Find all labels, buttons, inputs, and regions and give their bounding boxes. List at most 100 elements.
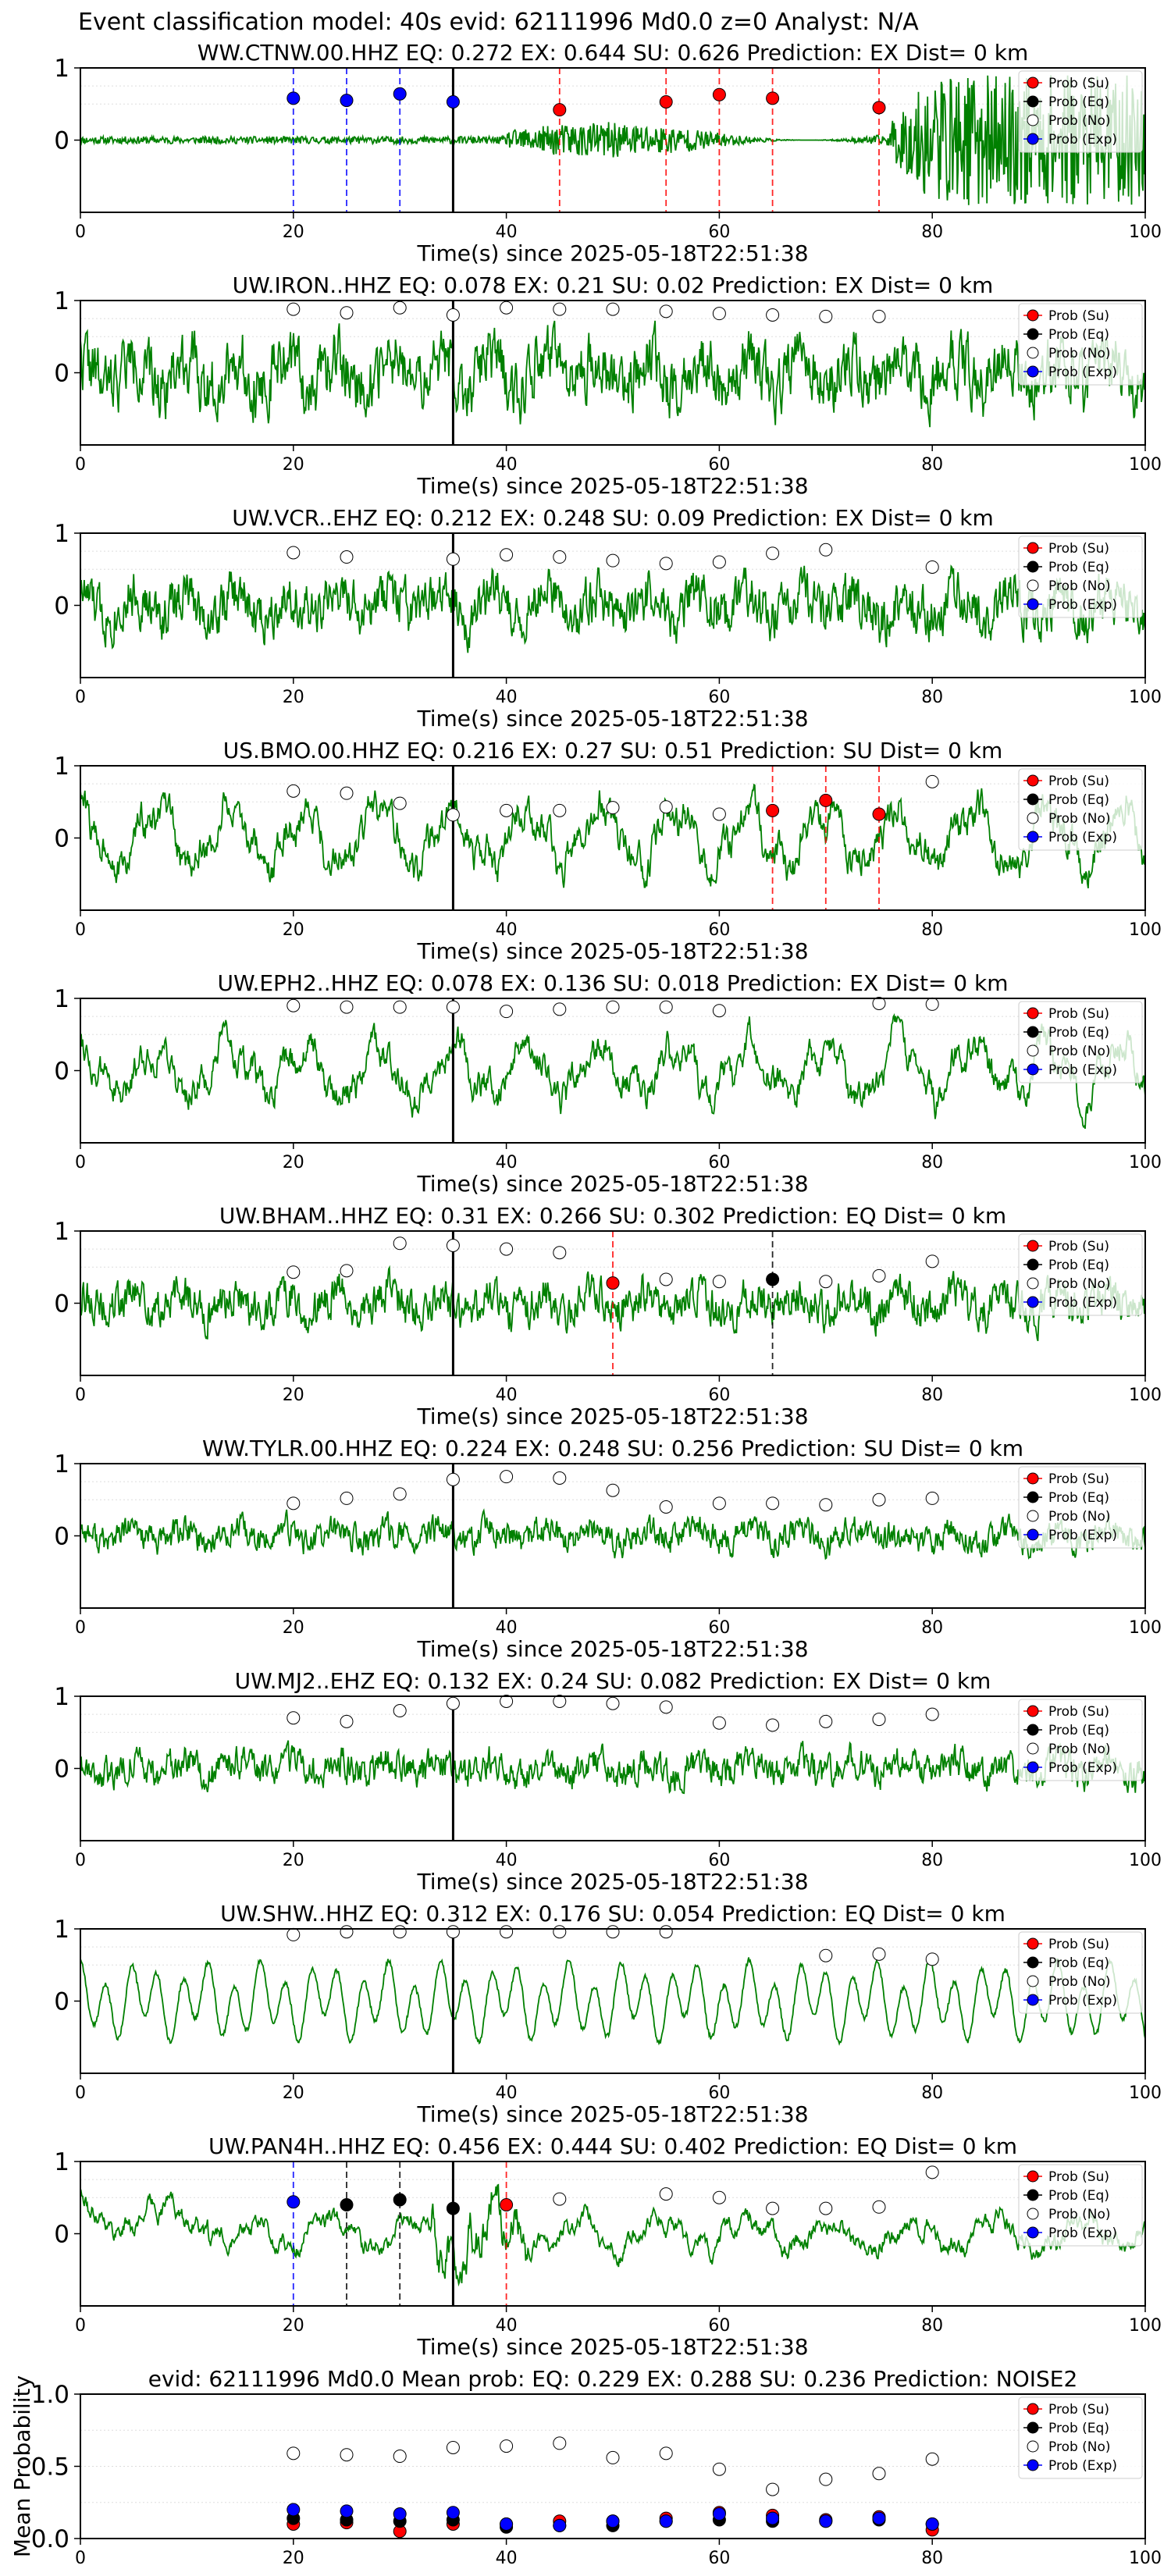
x-tick-label-0-60: 60 bbox=[708, 222, 730, 242]
x-tick-label-7-40: 40 bbox=[496, 1851, 518, 1870]
prob-point-5-1 bbox=[340, 1264, 354, 1278]
prob-point-3-6 bbox=[606, 801, 620, 815]
x-tick-label-5-100: 100 bbox=[1129, 1386, 1162, 1405]
legend-marker-su-3 bbox=[1027, 774, 1039, 787]
panel-title-10: evid: 62111996 Md0.0 Mean prob: EQ: 0.22… bbox=[148, 2366, 1078, 2392]
legend-marker-exp-1 bbox=[1027, 365, 1039, 378]
prob-point-9-5 bbox=[553, 2192, 567, 2206]
prob-point-7-3 bbox=[446, 1696, 460, 1710]
mean-point-exp-10 bbox=[819, 2514, 833, 2528]
legend-marker-su-2 bbox=[1027, 542, 1039, 554]
x-tick-label-10-100: 100 bbox=[1129, 2549, 1162, 2568]
x-tick-label-3-80: 80 bbox=[921, 920, 943, 940]
prob-point-3-5 bbox=[553, 803, 567, 817]
x-tick-label-3-20: 20 bbox=[283, 920, 304, 940]
legend-label-su-9: Prob (Su) bbox=[1048, 2169, 1109, 2185]
prob-point-8-9 bbox=[872, 1947, 886, 1961]
y-tick-label-3-1: 1 bbox=[54, 753, 69, 781]
legend-box-10 bbox=[1018, 2396, 1143, 2479]
prob-point-0-6 bbox=[712, 87, 726, 101]
x-tick-label-5-0: 0 bbox=[75, 1386, 86, 1405]
prob-point-2-5 bbox=[606, 553, 620, 568]
legend-marker-su-0 bbox=[1027, 76, 1039, 89]
panel-1: UW.IRON..HHZ EQ: 0.078 EX: 0.21 SU: 0.02… bbox=[54, 272, 1162, 499]
legend-marker-eq-1 bbox=[1027, 328, 1039, 340]
legend-box-6 bbox=[1018, 1466, 1143, 1549]
prob-point-6-2 bbox=[393, 1487, 407, 1501]
legend-marker-exp-0 bbox=[1027, 133, 1039, 145]
mean-point-exp-6 bbox=[606, 2514, 620, 2528]
mean-point-no-1 bbox=[340, 2448, 354, 2462]
x-tick-label-9-20: 20 bbox=[283, 2316, 304, 2336]
prob-point-4-10 bbox=[925, 997, 939, 1011]
x-axis-label-9: Time(s) since 2025-05-18T22:51:38 bbox=[416, 2334, 808, 2360]
x-axis-label-7: Time(s) since 2025-05-18T22:51:38 bbox=[416, 1869, 808, 1895]
legend-label-no-1: Prob (No) bbox=[1048, 346, 1111, 361]
panel-title-4: UW.EPH2..HHZ EQ: 0.078 EX: 0.136 SU: 0.0… bbox=[217, 970, 1008, 996]
x-axis-label-5: Time(s) since 2025-05-18T22:51:38 bbox=[416, 1404, 808, 1429]
prob-point-6-9 bbox=[766, 1496, 780, 1510]
x-tick-label-6-0: 0 bbox=[75, 1618, 86, 1638]
x-axis-label-3: Time(s) since 2025-05-18T22:51:38 bbox=[416, 938, 808, 964]
legend-box-1 bbox=[1018, 303, 1143, 386]
mean-point-exp-5 bbox=[553, 2518, 567, 2532]
waveform-7 bbox=[80, 1740, 1145, 1795]
legend-label-exp-6: Prob (Exp) bbox=[1048, 1528, 1117, 1543]
prob-point-4-7 bbox=[659, 1000, 673, 1014]
y-tick-label-7-1: 1 bbox=[54, 1683, 69, 1711]
legend-label-exp-8: Prob (Exp) bbox=[1048, 1993, 1117, 2008]
panel-9: UW.PAN4H..HHZ EQ: 0.456 EX: 0.444 SU: 0.… bbox=[54, 2133, 1162, 2360]
mean-point-no-11 bbox=[872, 2467, 886, 2481]
prob-point-4-4 bbox=[500, 1005, 514, 1019]
x-tick-label-1-100: 100 bbox=[1129, 455, 1162, 475]
legend-label-su-5: Prob (Su) bbox=[1048, 1239, 1109, 1254]
panel-title-5: UW.BHAM..HHZ EQ: 0.31 EX: 0.266 SU: 0.30… bbox=[219, 1203, 1006, 1229]
legend-label-no-3: Prob (No) bbox=[1048, 811, 1111, 827]
prob-point-4-0 bbox=[287, 998, 301, 1012]
legend-marker-eq-7 bbox=[1027, 1724, 1039, 1736]
prob-point-3-2 bbox=[393, 796, 407, 810]
panel-title-8: UW.SHW..HHZ EQ: 0.312 EX: 0.176 SU: 0.05… bbox=[220, 1901, 1005, 1927]
prob-point-4-2 bbox=[393, 1000, 407, 1014]
x-tick-label-2-80: 80 bbox=[921, 688, 943, 707]
mean-point-exp-4 bbox=[500, 2517, 514, 2531]
prob-point-6-0 bbox=[287, 1496, 301, 1510]
x-tick-label-5-40: 40 bbox=[496, 1386, 518, 1405]
legend-marker-exp-8 bbox=[1027, 1994, 1039, 2006]
prob-point-7-2 bbox=[393, 1704, 407, 1717]
legend-label-exp-2: Prob (Exp) bbox=[1048, 597, 1117, 613]
waveform-9 bbox=[80, 2183, 1145, 2287]
waveform-4 bbox=[80, 1012, 1145, 1130]
legend-label-exp-3: Prob (Exp) bbox=[1048, 830, 1117, 845]
mean-point-exp-3 bbox=[446, 2506, 460, 2520]
prob-point-0-4 bbox=[553, 103, 567, 117]
legend-box-5 bbox=[1018, 1233, 1143, 1316]
prob-point-7-9 bbox=[766, 1718, 780, 1732]
x-tick-label-0-0: 0 bbox=[75, 222, 86, 242]
panel-10: evid: 62111996 Md0.0 Mean prob: EQ: 0.22… bbox=[9, 2366, 1162, 2568]
legend-marker-su-4 bbox=[1027, 1007, 1039, 1019]
mean-point-no-6 bbox=[606, 2450, 620, 2464]
prob-point-1-6 bbox=[606, 302, 620, 316]
prob-point-1-5 bbox=[553, 302, 567, 316]
y-tick-label-9-1: 1 bbox=[54, 2148, 69, 2176]
legend-marker-eq-8 bbox=[1027, 1956, 1039, 1969]
x-tick-label-3-0: 0 bbox=[75, 920, 86, 940]
prob-point-5-5 bbox=[553, 1246, 567, 1260]
waveform-2 bbox=[80, 564, 1145, 653]
prob-point-8-4 bbox=[500, 1925, 514, 1939]
prob-point-4-3 bbox=[446, 1000, 460, 1014]
legend-box-4 bbox=[1018, 1001, 1143, 1083]
legend-marker-eq-10 bbox=[1027, 2421, 1039, 2434]
x-tick-label-10-60: 60 bbox=[708, 2549, 730, 2568]
legend-label-no-4: Prob (No) bbox=[1048, 1044, 1111, 1059]
mean-point-exp-8 bbox=[712, 2507, 726, 2521]
legend-box-2 bbox=[1018, 535, 1143, 618]
legend-label-eq-2: Prob (Eq) bbox=[1048, 560, 1109, 575]
panel-3: US.BMO.00.HHZ EQ: 0.216 EX: 0.27 SU: 0.5… bbox=[54, 738, 1162, 964]
mean-point-no-12 bbox=[925, 2452, 939, 2466]
prob-point-5-3 bbox=[446, 1239, 460, 1252]
x-tick-label-4-20: 20 bbox=[283, 1153, 304, 1172]
x-tick-label-0-20: 20 bbox=[283, 222, 304, 242]
prob-point-2-2 bbox=[446, 552, 460, 566]
